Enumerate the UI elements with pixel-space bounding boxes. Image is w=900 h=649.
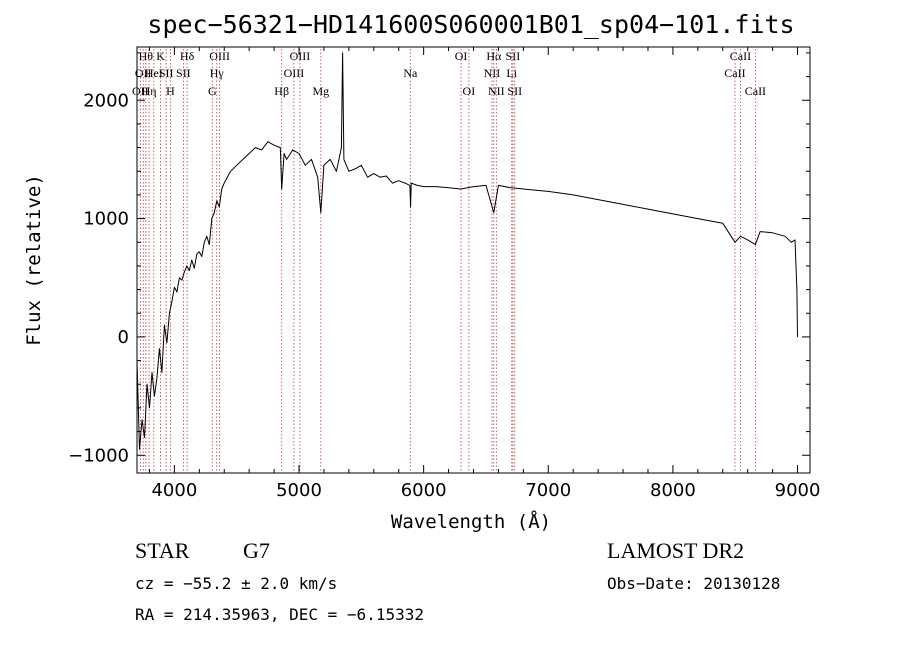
plot-frame (136, 46, 811, 474)
spectral-line-label-13: Hβ (274, 84, 289, 98)
spectrum-line-0 (136, 52, 798, 450)
spectral-line-label-7: H (166, 84, 175, 98)
spectral-line-label-18: OI (455, 49, 468, 63)
spectral-line-label-20: NII (484, 66, 501, 80)
coordinates: RA = 214.35963, DEC = −6.15332 (135, 605, 424, 624)
spectral-line-label-25: SII (507, 84, 522, 98)
spectral-line-label-3: Hη (142, 84, 157, 98)
spectral-line-label-28: CaII (745, 84, 766, 98)
y-tick-label-2: 1000 (83, 209, 129, 230)
spectral-line-label-5: K (156, 49, 165, 63)
observation-date: Obs−Date: 20130128 (607, 574, 780, 593)
spectral-line-label-17: Na (403, 66, 418, 80)
spectral-line-label-0: OII (132, 84, 149, 98)
x-tick-label-3: 7000 (525, 480, 571, 501)
y-tick-label-0: −1000 (68, 445, 129, 466)
spectral-line-label-27: CaII (730, 49, 751, 63)
x-tick-label-5: 9000 (775, 480, 821, 501)
spectral-line-label-23: Li (506, 66, 517, 80)
spectral-line-label-8: SII (176, 66, 191, 80)
spectral-line-label-9: Hδ (180, 49, 195, 63)
x-tick-label-2: 6000 (401, 480, 447, 501)
x-axis-label: Wavelength (Å) (391, 510, 551, 533)
redshift-cz: cz = −55.2 ± 2.0 km/s (135, 574, 337, 593)
x-tick-label-1: 5000 (276, 480, 322, 501)
spectral-line-label-12: OIII (209, 49, 230, 63)
spectral-line-label-14: OIII (284, 66, 305, 80)
survey-name: LAMOST DR2 (607, 538, 744, 563)
spectral-line-label-26: CaII (724, 66, 745, 80)
y-axis-label: Flux (relative) (23, 174, 45, 346)
spectral-line-label-16: Mg (312, 84, 329, 98)
spectral-line-label-4: HeI (145, 66, 163, 80)
spectral-line-label-19: OI (463, 84, 476, 98)
spectral-line-label-2: Hθ (139, 49, 154, 63)
spectrum-series (136, 52, 798, 450)
y-axis: −1000 0 1000 2000 (68, 52, 810, 466)
x-tick-label-4: 8000 (650, 480, 696, 501)
y-tick-label-1: 0 (118, 327, 129, 348)
x-axis: 4000 5000 6000 7000 8000 9000 (148, 47, 821, 501)
x-tick-label-0: 4000 (151, 480, 197, 501)
spectral-line-label-24: SII (506, 49, 521, 63)
object-class: STAR (135, 538, 190, 563)
spectral-line-label-15: OIII (290, 49, 311, 63)
spectral-line-label-10: G (208, 84, 217, 98)
spectral-line-markers: OIIOIIHθHηHeIKSIIHSIIHδGHγOIIIHβOIIIOIII… (132, 49, 766, 473)
y-tick-label-3: 2000 (83, 90, 129, 111)
spectral-line-label-6: SII (159, 66, 174, 80)
spectral-line-label-11: Hγ (210, 66, 225, 80)
spectral-line-label-21: Hα (486, 49, 502, 63)
spectral-subclass: G7 (243, 538, 270, 563)
chart-title: spec−56321−HD141600S060001B01_sp04−101.f… (147, 10, 794, 39)
spectral-line-label-22: NII (488, 84, 505, 98)
